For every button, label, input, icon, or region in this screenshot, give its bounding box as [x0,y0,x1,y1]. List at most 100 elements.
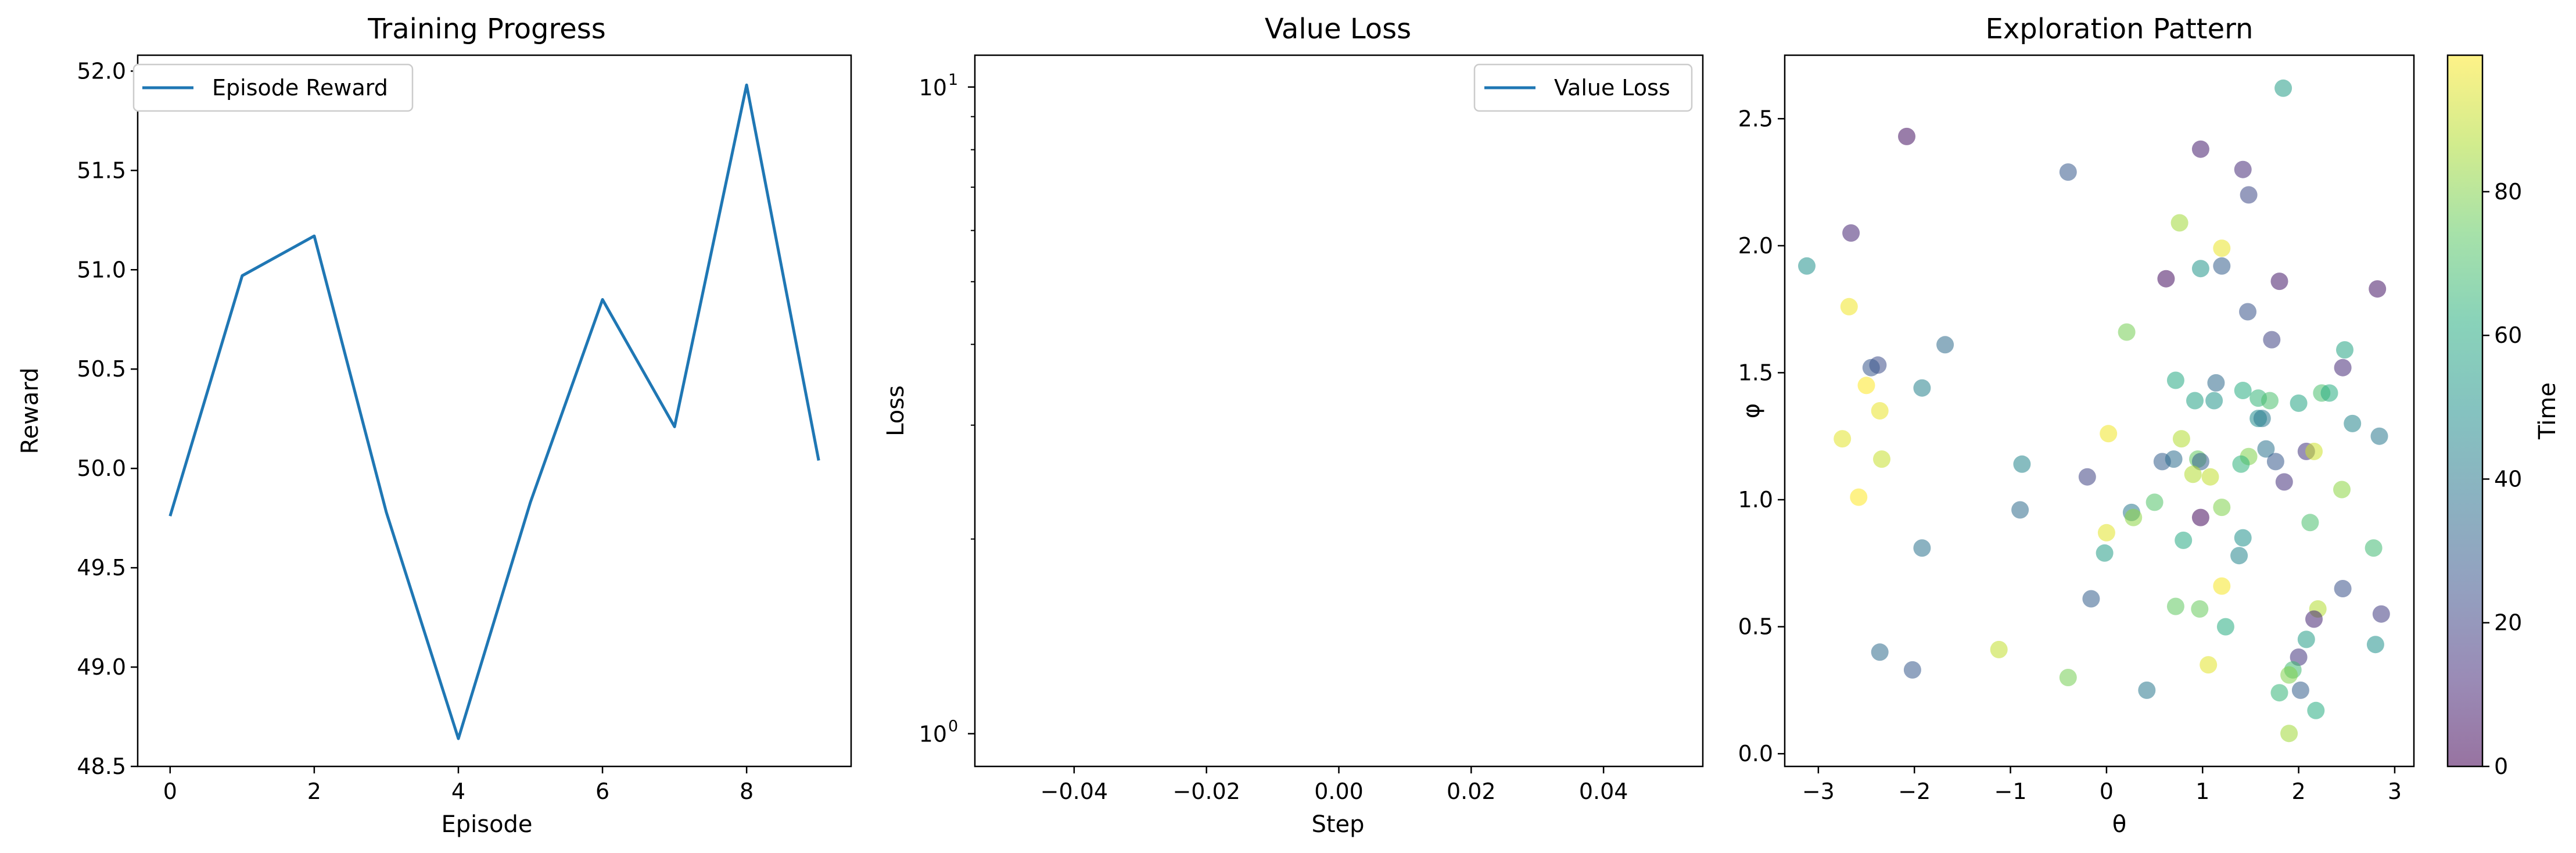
training-progress-xlabel: Episode [441,811,532,838]
training-progress-axes-frame [137,54,852,768]
exploration-point [1898,127,1915,145]
exploration-point [2305,610,2323,628]
training-progress-title: Training Progress [367,13,606,45]
y-tick-label: 52.0 [77,58,126,84]
exploration-point [2082,590,2100,608]
x-tick-label: −0.04 [1041,779,1108,804]
exploration-point [2166,371,2184,389]
exploration-point [2013,455,2031,473]
x-tick-label: 0.00 [1314,779,1364,804]
exploration-point [2191,453,2209,471]
exploration-point [2201,468,2219,486]
x-tick-label: 8 [740,779,754,804]
exploration-point [2157,270,2175,288]
colorbar-label: Time [2534,382,2561,440]
exploration-point [2191,260,2209,278]
exploration-point [2213,577,2231,595]
y-tick-label: 10 [919,75,947,101]
y-tick-label: 10 [919,722,947,747]
exploration-point [2307,701,2325,719]
exploration-point [1834,430,1852,448]
exploration-point [1862,359,1880,377]
x-tick-label: 0 [2100,779,2114,804]
exploration-pattern-panel: Exploration Pattern −3 −2 −1 0 1 2 3 0.0 0.5 1.0 1… [1738,13,2561,838]
value-loss-axes-frame [974,54,1704,768]
exploration-point [2165,450,2183,468]
exploration-points [1798,79,2390,743]
exploration-point [1857,377,1875,395]
exploration-point [2334,580,2352,597]
exploration-point [1873,450,1890,468]
time-colorbar: 0 20 40 60 80 Time [2446,54,2561,779]
exploration-point [2336,341,2353,359]
episode-reward-line [168,83,820,740]
x-tick-label: 3 [2388,779,2402,804]
value-loss-xlabel: Step [1311,811,1364,838]
exploration-point [2166,597,2184,615]
exploration-point [2334,359,2352,377]
exploration-point [1871,643,1889,661]
exploration-ticks: −3 −2 −1 0 1 2 3 0.0 0.5 1.0 1.5 2.0 2.5 [1738,106,2402,804]
exploration-point [1903,661,1921,679]
x-tick-label: 1 [2195,779,2209,804]
y-tick-label: 1.0 [1738,487,1773,512]
exploration-point [2266,453,2284,471]
exploration-point [2232,455,2250,473]
colorbar-frame [2446,54,2484,768]
exploration-point [1913,379,1931,397]
exploration-point [2011,501,2029,519]
x-tick-label: 0 [163,779,177,804]
legend-label-episode-reward: Episode Reward [212,75,388,101]
exploration-point [1798,257,1816,275]
y-tick-label: 0.5 [1738,614,1773,640]
exploration-point [2175,531,2193,549]
exploration-point [2372,605,2390,623]
exploration-point [1936,336,1954,354]
exploration-point [2172,430,2190,448]
colorbar-tick-label: 0 [2494,754,2508,779]
exploration-point [2320,384,2338,402]
colorbar-tick-label: 20 [2494,610,2522,636]
y-tick-label: 51.5 [77,157,126,183]
exploration-point [2059,163,2077,181]
exploration-point [2257,440,2275,458]
exploration-point [2365,539,2383,557]
exploration-point [2146,493,2164,511]
legend-box [132,63,414,112]
y-tick-label: 50.5 [77,356,126,382]
exploration-point [2191,140,2209,158]
exploration-point [2096,544,2114,562]
y-tick-label: 49.0 [77,654,126,680]
x-tick-label: 4 [451,779,465,804]
exploration-axes-frame [1784,54,2415,768]
exploration-point [2186,392,2204,410]
exploration-point [2191,508,2209,526]
exploration-point [2100,425,2118,443]
colorbar-gradient [2448,55,2482,766]
x-tick-label: 0.02 [1447,779,1496,804]
exploration-pattern-title: Exploration Pattern [1986,13,2254,45]
exploration-point [1871,402,1889,420]
y-tick-label: 50.0 [77,456,126,481]
exploration-point [2280,666,2298,684]
exploration-point [2097,524,2115,542]
value-loss-title: Value Loss [1265,13,1411,45]
exploration-point [2125,508,2143,526]
training-progress-ticks: 0 2 4 6 8 48.5 49.0 49.5 50.0 50.5 51.0 51.5 52.0 [77,58,754,804]
exploration-point [1990,640,2008,658]
exploration-point [2205,392,2223,410]
exploration-point [2213,499,2231,517]
legend-box [1473,63,1693,112]
colorbar-tick-label: 40 [2494,466,2522,492]
exploration-point [1842,224,1860,242]
exploration-point [2275,473,2293,491]
exploration-point [2234,382,2252,399]
exploration-point [2370,427,2388,445]
exploration-point [2184,465,2202,483]
exploration-point [2301,514,2319,532]
exploration-point [2118,323,2136,341]
exploration-point [2240,186,2258,204]
